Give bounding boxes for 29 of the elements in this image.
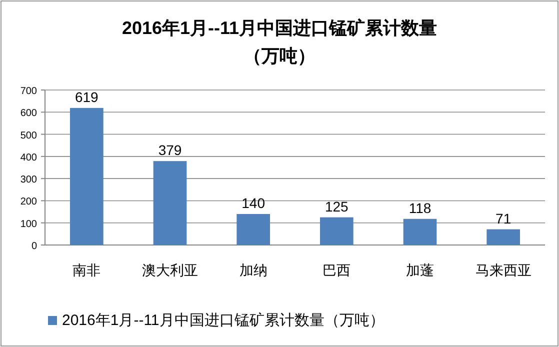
x-tick-label: 马来西亚 bbox=[475, 262, 532, 278]
data-label: 140 bbox=[242, 195, 266, 211]
y-tick-label: 600 bbox=[20, 108, 38, 120]
data-label: 379 bbox=[158, 142, 182, 158]
chart-title: 2016年1月--11月中国进口锰矿累计数量 bbox=[122, 18, 438, 38]
bar bbox=[70, 108, 104, 245]
legend-label: 2016年1月--11月中国进口锰矿累计数量（万吨） bbox=[62, 312, 384, 329]
data-label: 125 bbox=[324, 198, 349, 214]
bar bbox=[403, 218, 437, 245]
y-tick-label: 100 bbox=[20, 218, 38, 230]
x-tick-label: 加蓬 bbox=[406, 262, 434, 278]
chart-subtitle: （万吨） bbox=[244, 46, 316, 66]
bar bbox=[486, 229, 520, 245]
x-tick-label: 巴西 bbox=[322, 262, 351, 278]
x-tick-label: 加纳 bbox=[239, 262, 268, 278]
bar bbox=[320, 217, 354, 245]
y-tick-label: 300 bbox=[20, 174, 38, 186]
data-label: 619 bbox=[74, 88, 99, 105]
y-tick-label: 200 bbox=[20, 196, 38, 208]
y-tick-label: 700 bbox=[20, 86, 38, 97]
x-tick-label: 南非 bbox=[72, 262, 101, 278]
bar bbox=[153, 161, 187, 245]
bar bbox=[236, 214, 270, 245]
data-label: 118 bbox=[408, 200, 432, 216]
y-tick-label: 0 bbox=[31, 241, 38, 252]
y-tick-label: 500 bbox=[20, 130, 38, 142]
y-tick-label: 400 bbox=[20, 152, 38, 164]
data-label: 71 bbox=[496, 210, 512, 226]
x-tick-label: 澳大利亚 bbox=[142, 262, 198, 278]
